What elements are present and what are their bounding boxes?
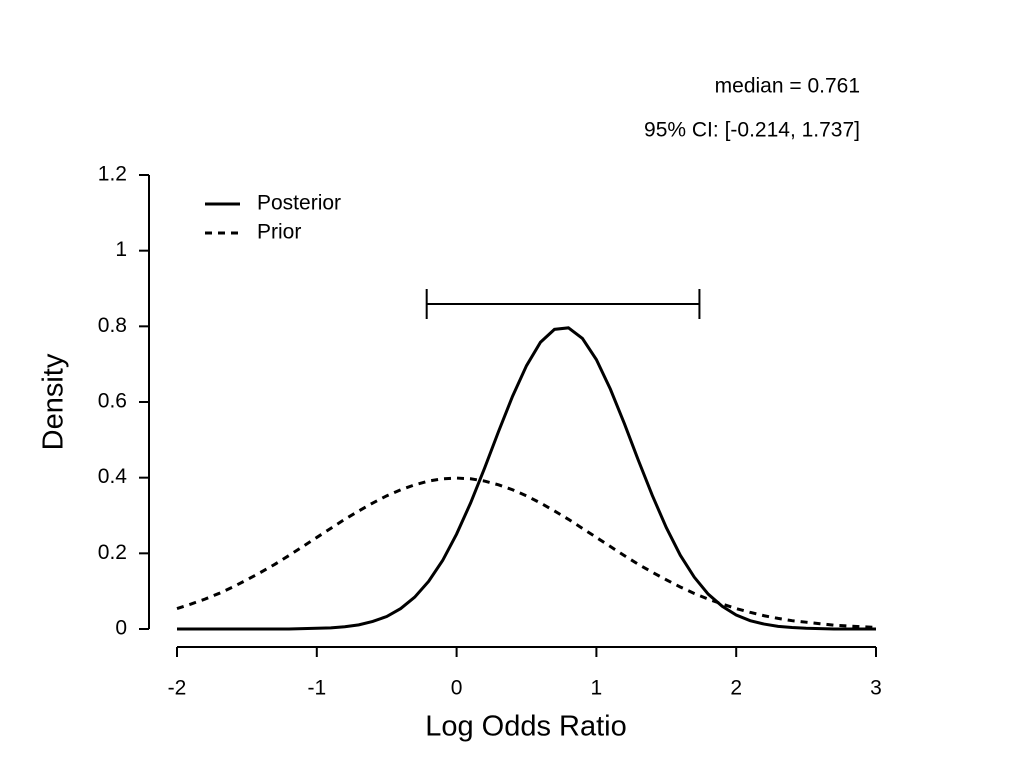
y-tick-label: 0.6 xyxy=(98,390,127,413)
x-axis-label: Log Odds Ratio xyxy=(425,711,627,743)
y-axis-label: Density xyxy=(38,353,70,450)
y-tick-label: 0.8 xyxy=(98,314,127,337)
density-line xyxy=(177,326,876,631)
x-tick-label: 1 xyxy=(591,677,603,700)
x-tick-label: 2 xyxy=(730,677,742,700)
legend-label: Prior xyxy=(257,221,301,244)
y-tick-label: 0 xyxy=(115,617,127,640)
y-tick-label: 0.4 xyxy=(98,465,128,488)
legend-label: Posterior xyxy=(257,192,341,215)
x-tick-label: 3 xyxy=(870,677,882,700)
median-annotation: median = 0.761 xyxy=(715,75,860,98)
x-tick-label: -1 xyxy=(307,677,326,700)
ci-annotation: 95% CI: [-0.214, 1.737] xyxy=(644,119,860,142)
x-tick-label: -2 xyxy=(168,677,187,700)
x-tick-label: 0 xyxy=(451,677,463,700)
density-line xyxy=(176,476,877,629)
y-tick-label: 1 xyxy=(115,238,127,261)
y-tick-label: 0.2 xyxy=(98,541,127,564)
y-tick-label: 1.2 xyxy=(98,163,127,186)
